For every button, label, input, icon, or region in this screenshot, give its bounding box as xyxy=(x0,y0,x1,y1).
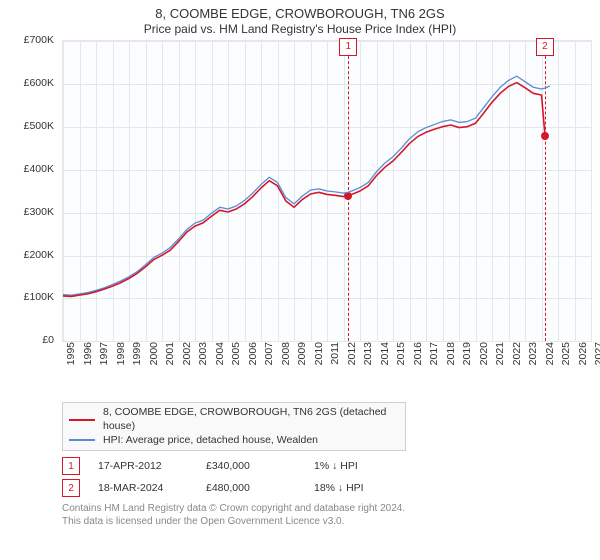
x-tick-label: 2009 xyxy=(296,342,308,365)
x-tick-label: 2025 xyxy=(560,342,572,365)
x-tick-label: 1998 xyxy=(115,342,127,365)
event-delta: 18% ↓ HPI xyxy=(314,482,364,494)
x-tick-label: 2002 xyxy=(181,342,193,365)
x-tick-label: 2023 xyxy=(527,342,539,365)
x-tick-label: 1995 xyxy=(65,342,77,365)
chart-title: 8, COOMBE EDGE, CROWBOROUGH, TN6 2GS xyxy=(10,6,590,22)
event-row: 2 18-MAR-2024 £480,000 18% ↓ HPI xyxy=(62,479,590,497)
x-tick-label: 2013 xyxy=(362,342,374,365)
y-tick-label: £400K xyxy=(24,163,54,175)
x-tick-label: 2008 xyxy=(280,342,292,365)
license-text: Contains HM Land Registry data © Crown c… xyxy=(62,503,590,528)
x-tick-label: 2024 xyxy=(544,342,556,365)
x-tick-label: 2027 xyxy=(593,342,600,365)
x-tick-label: 1999 xyxy=(131,342,143,365)
license-line: This data is licensed under the Open Gov… xyxy=(62,516,590,529)
x-tick-label: 2019 xyxy=(461,342,473,365)
x-tick-label: 1996 xyxy=(82,342,94,365)
event-table: 1 17-APR-2012 £340,000 1% ↓ HPI 2 18-MAR-2024… xyxy=(62,457,590,497)
x-tick-label: 2017 xyxy=(428,342,440,365)
series-hpi xyxy=(63,76,550,295)
x-tick-label: 2010 xyxy=(313,342,325,365)
figure: 8, COOMBE EDGE, CROWBOROUGH, TN6 2GS Pri… xyxy=(0,0,600,532)
gridline xyxy=(591,41,592,341)
x-tick-label: 2012 xyxy=(346,342,358,365)
event-delta: 1% ↓ HPI xyxy=(314,460,358,472)
event-date: 18-MAR-2024 xyxy=(98,482,188,494)
x-tick-label: 2020 xyxy=(478,342,490,365)
x-axis: 1995 1996 1997 1998 1999 2000 2001 2002 2003 2004… xyxy=(62,342,590,398)
series-price_paid xyxy=(63,83,545,297)
line-series xyxy=(63,41,591,341)
legend-item: 8, COOMBE EDGE, CROWBOROUGH, TN6 2GS (de… xyxy=(69,406,399,433)
y-axis: £0£100K£200K£300K£400K£500K£600K£700K xyxy=(10,40,58,340)
x-tick-label: 2026 xyxy=(577,342,589,365)
license-line: Contains HM Land Registry data © Crown c… xyxy=(62,503,590,516)
x-tick-label: 2014 xyxy=(379,342,391,365)
legend-item: HPI: Average price, detached house, Weal… xyxy=(69,434,399,448)
legend-label: HPI: Average price, detached house, Weal… xyxy=(103,434,318,448)
x-tick-label: 2007 xyxy=(263,342,275,365)
x-tick-label: 2011 xyxy=(329,342,341,365)
chart-subtitle: Price paid vs. HM Land Registry's House … xyxy=(10,22,590,36)
x-tick-label: 2003 xyxy=(197,342,209,365)
x-tick-label: 2005 xyxy=(230,342,242,365)
x-tick-label: 2001 xyxy=(164,342,176,365)
y-tick-label: £700K xyxy=(24,34,54,46)
legend-label: 8, COOMBE EDGE, CROWBOROUGH, TN6 2GS (de… xyxy=(103,406,399,433)
plot-area: 12 xyxy=(62,40,592,342)
event-price: £340,000 xyxy=(206,460,296,472)
event-num-box: 1 xyxy=(62,457,80,475)
y-tick-label: £200K xyxy=(24,249,54,261)
x-tick-label: 2000 xyxy=(148,342,160,365)
chart: £0£100K£200K£300K£400K£500K£600K£700K 12… xyxy=(10,40,590,400)
event-row: 1 17-APR-2012 £340,000 1% ↓ HPI xyxy=(62,457,590,475)
y-tick-label: £0 xyxy=(42,334,54,346)
y-tick-label: £600K xyxy=(24,77,54,89)
x-tick-label: 2004 xyxy=(214,342,226,365)
x-tick-label: 2018 xyxy=(445,342,457,365)
event-price: £480,000 xyxy=(206,482,296,494)
legend: 8, COOMBE EDGE, CROWBOROUGH, TN6 2GS (de… xyxy=(62,402,406,451)
y-tick-label: £100K xyxy=(24,291,54,303)
x-tick-label: 1997 xyxy=(98,342,110,365)
x-tick-label: 2015 xyxy=(395,342,407,365)
x-tick-label: 2006 xyxy=(247,342,259,365)
legend-swatch xyxy=(69,419,95,421)
y-tick-label: £300K xyxy=(24,206,54,218)
x-tick-label: 2022 xyxy=(511,342,523,365)
x-tick-label: 2016 xyxy=(412,342,424,365)
event-num-box: 2 xyxy=(62,479,80,497)
legend-swatch xyxy=(69,439,95,441)
y-tick-label: £500K xyxy=(24,120,54,132)
event-date: 17-APR-2012 xyxy=(98,460,188,472)
x-tick-label: 2021 xyxy=(494,342,506,365)
